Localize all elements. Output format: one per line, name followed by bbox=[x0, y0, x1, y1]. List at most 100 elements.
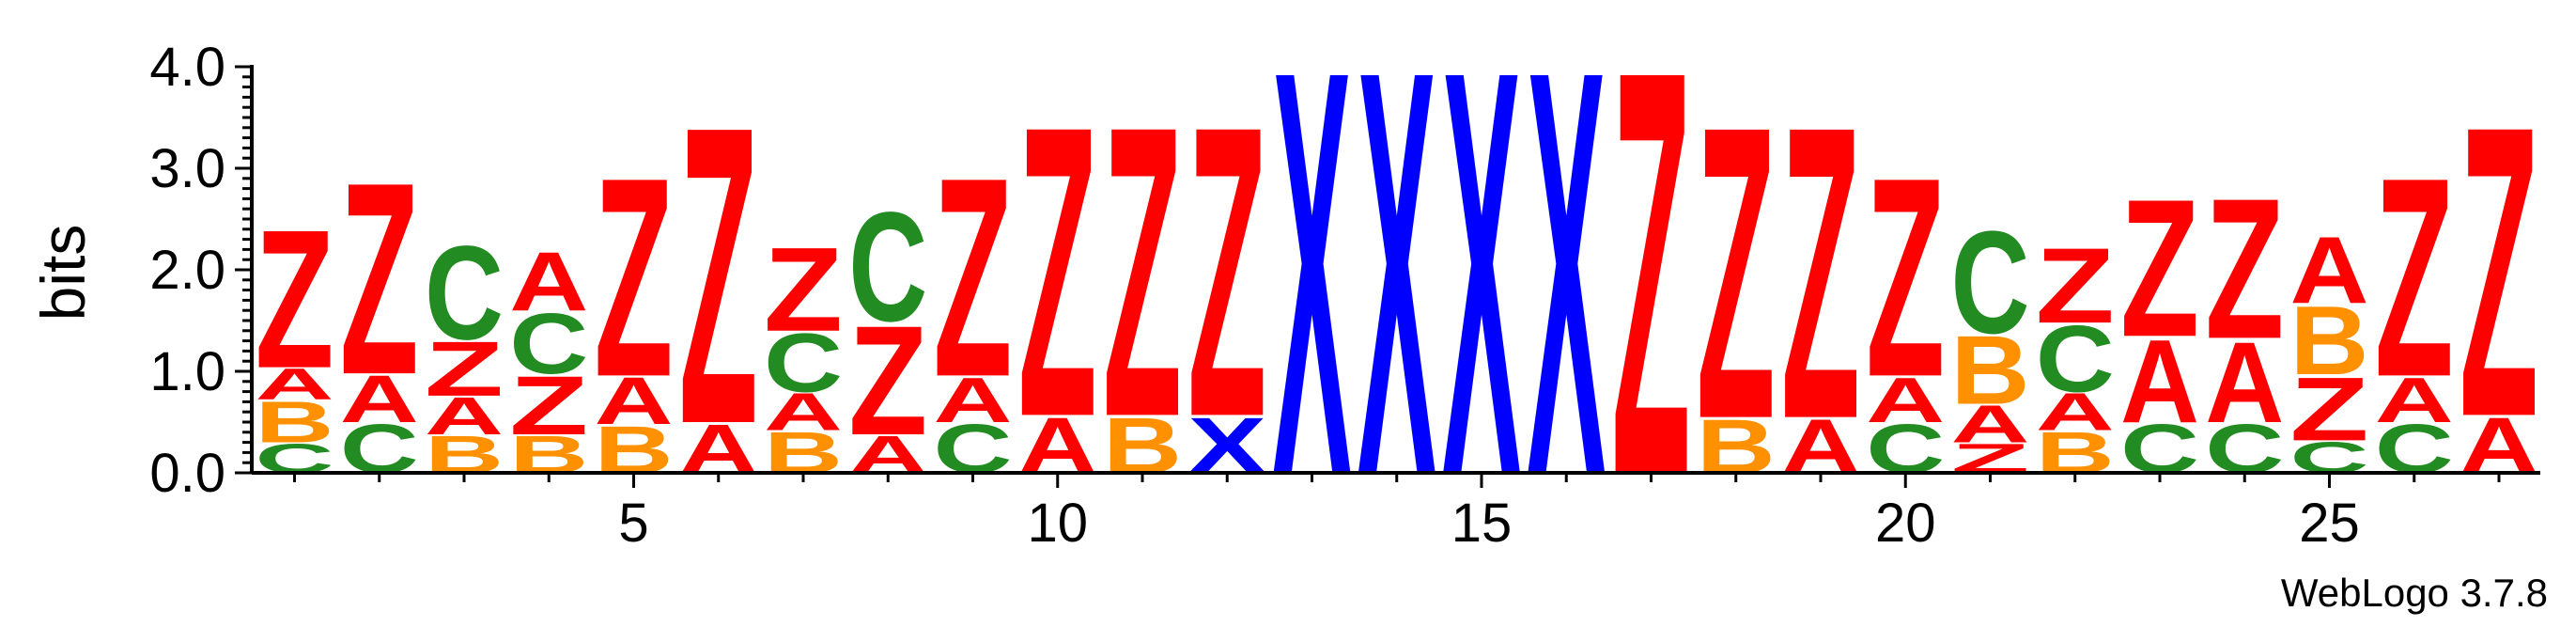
x-tick-label: 5 bbox=[618, 493, 648, 554]
glyph-letter: B bbox=[1951, 316, 2030, 425]
glyph-letter: A bbox=[595, 365, 674, 439]
logo-glyph-a-pos-9: A bbox=[934, 365, 1013, 436]
logo-glyph-c-pos-4: C bbox=[509, 296, 588, 393]
logo-glyph-x-pos-15: X bbox=[1442, 0, 1522, 597]
logo-glyph-z-pos-8: Z bbox=[848, 294, 927, 468]
glyph-letter: A bbox=[425, 386, 504, 446]
logo-glyph-a-pos-3: A bbox=[425, 386, 504, 446]
x-tick-label: 10 bbox=[1027, 493, 1088, 554]
axes-layer: 0.0 1.0 2.0 3.0 4.0 5 10 15 20 25 bbox=[149, 37, 2540, 554]
glyph-letter: Z bbox=[764, 223, 843, 356]
glyph-letter: A bbox=[2205, 319, 2284, 447]
glyph-letter: A bbox=[256, 360, 334, 410]
logo-glyph-c-pos-21: C bbox=[1951, 202, 2030, 365]
logo-glyph-b-pos-1: B bbox=[256, 390, 334, 455]
logo-glyph-a-pos-24: A bbox=[2205, 319, 2284, 447]
logo-glyph-z-pos-9: Z bbox=[934, 118, 1013, 436]
y-axis-label: bits bbox=[28, 225, 98, 321]
glyph-letter: X bbox=[1358, 0, 1437, 597]
glyph-letter: Z bbox=[1866, 118, 1945, 436]
logo-glyph-z-pos-25: Z bbox=[2290, 359, 2369, 460]
y-tick-label: 4.0 bbox=[149, 37, 225, 98]
logo-glyph-a-pos-26: A bbox=[2375, 365, 2454, 436]
glyph-letter: Z bbox=[679, 38, 758, 512]
glyph-letter: B bbox=[256, 390, 334, 455]
glyph-letter: C bbox=[848, 180, 927, 354]
logo-glyph-a-pos-23: A bbox=[2120, 315, 2199, 447]
glyph-letter: A bbox=[2290, 218, 2369, 324]
glyph-letter: Z bbox=[509, 358, 588, 452]
logo-glyph-c-pos-22: C bbox=[2036, 306, 2115, 413]
glyph-letter: Z bbox=[1187, 40, 1266, 504]
glyph-letter: Z bbox=[2290, 359, 2369, 460]
glyph-letter: A bbox=[934, 365, 1013, 436]
logo-glyph-z-pos-23: Z bbox=[2120, 159, 2199, 378]
x-tick-label: 15 bbox=[1451, 493, 1513, 554]
logo-glyph-z-pos-5: Z bbox=[595, 118, 674, 436]
glyph-letter: Z bbox=[2460, 40, 2538, 504]
glyph-letter: Z bbox=[2375, 118, 2454, 436]
x-tick-label: 25 bbox=[2299, 493, 2360, 554]
logo-glyph-z-pos-4: Z bbox=[509, 358, 588, 452]
glyph-letter: Z bbox=[425, 325, 504, 413]
glyph-letter: A bbox=[509, 234, 588, 328]
logo-glyph-z-pos-7: Z bbox=[764, 223, 843, 356]
logo-glyph-z-pos-20: Z bbox=[1866, 118, 1945, 436]
logo-glyph-x-pos-14: X bbox=[1358, 0, 1437, 597]
logo-glyph-b-pos-21: B bbox=[1951, 316, 2030, 425]
glyph-letter: Z bbox=[2205, 158, 2284, 382]
logo-glyph-a-pos-2: A bbox=[340, 363, 419, 437]
logo-glyph-z-pos-17: Z bbox=[1612, 0, 1691, 596]
glyph-letter: Z bbox=[1018, 40, 1097, 504]
logo-glyph-a-pos-25: A bbox=[2290, 218, 2369, 324]
glyph-letter: Z bbox=[595, 118, 674, 436]
glyph-letter: Z bbox=[1781, 39, 1860, 506]
logo-glyph-c-pos-7: C bbox=[764, 316, 843, 410]
glyph-letter: A bbox=[1951, 395, 2030, 454]
logo-glyph-z-pos-26: Z bbox=[2375, 118, 2454, 436]
logo-glyph-z-pos-24: Z bbox=[2205, 158, 2284, 382]
glyph-letter: X bbox=[1527, 0, 1606, 597]
y-tick-label: 1.0 bbox=[149, 341, 225, 402]
logo-glyph-z-pos-3: Z bbox=[425, 325, 504, 413]
glyph-letter: Z bbox=[848, 294, 927, 468]
glyph-letter: A bbox=[340, 363, 419, 437]
logo-glyph-x-pos-16: X bbox=[1527, 0, 1606, 597]
glyph-letter: Z bbox=[1612, 0, 1691, 596]
glyph-letter: B bbox=[2290, 287, 2369, 396]
logo-glyph-z-pos-10: Z bbox=[1018, 40, 1097, 504]
logo-glyph-z-pos-18: Z bbox=[1697, 39, 1776, 506]
logo-glyph-z-pos-19: Z bbox=[1781, 39, 1860, 506]
glyph-letter: X bbox=[1273, 0, 1353, 597]
logo-glyph-a-pos-5: A bbox=[595, 365, 674, 439]
logo-glyph-z-pos-12: Z bbox=[1187, 40, 1266, 504]
logo-glyph-x-pos-13: X bbox=[1273, 0, 1353, 597]
logo-glyph-z-pos-1: Z bbox=[256, 188, 334, 410]
logo-glyph-z-pos-27: Z bbox=[2460, 40, 2538, 504]
logo-glyph-a-pos-1: A bbox=[256, 360, 334, 410]
y-tick-label: 0.0 bbox=[149, 443, 225, 504]
glyph-letter: Z bbox=[340, 126, 419, 432]
glyph-letter: Z bbox=[1103, 40, 1182, 504]
y-tick-label: 2.0 bbox=[149, 240, 225, 301]
logo-glyph-z-pos-11: Z bbox=[1103, 40, 1182, 504]
logo-glyph-c-pos-3: C bbox=[425, 217, 504, 368]
logo-glyph-a-pos-4: A bbox=[509, 234, 588, 328]
logo-glyph-a-pos-21: A bbox=[1951, 395, 2030, 454]
logo-glyph-a-pos-7: A bbox=[764, 383, 843, 442]
glyph-letter: A bbox=[2375, 365, 2454, 436]
glyph-letter: Z bbox=[934, 118, 1013, 436]
glyph-letter: A bbox=[2036, 383, 2115, 442]
logo-glyph-z-pos-22: Z bbox=[2036, 226, 2115, 345]
x-tick-label: 20 bbox=[1875, 493, 1936, 554]
glyph-letter: A bbox=[2120, 315, 2199, 447]
glyph-letter: C bbox=[2036, 306, 2115, 413]
logo-glyph-z-pos-2: Z bbox=[340, 126, 419, 432]
glyph-letter: Z bbox=[1697, 39, 1776, 506]
logo-glyph-z-pos-6: Z bbox=[679, 38, 758, 512]
glyph-letter: C bbox=[1951, 202, 2030, 365]
glyph-letter: Z bbox=[2036, 226, 2115, 345]
logo-glyph-b-pos-25: B bbox=[2290, 287, 2369, 396]
logo-glyph-c-pos-8: C bbox=[848, 180, 927, 354]
